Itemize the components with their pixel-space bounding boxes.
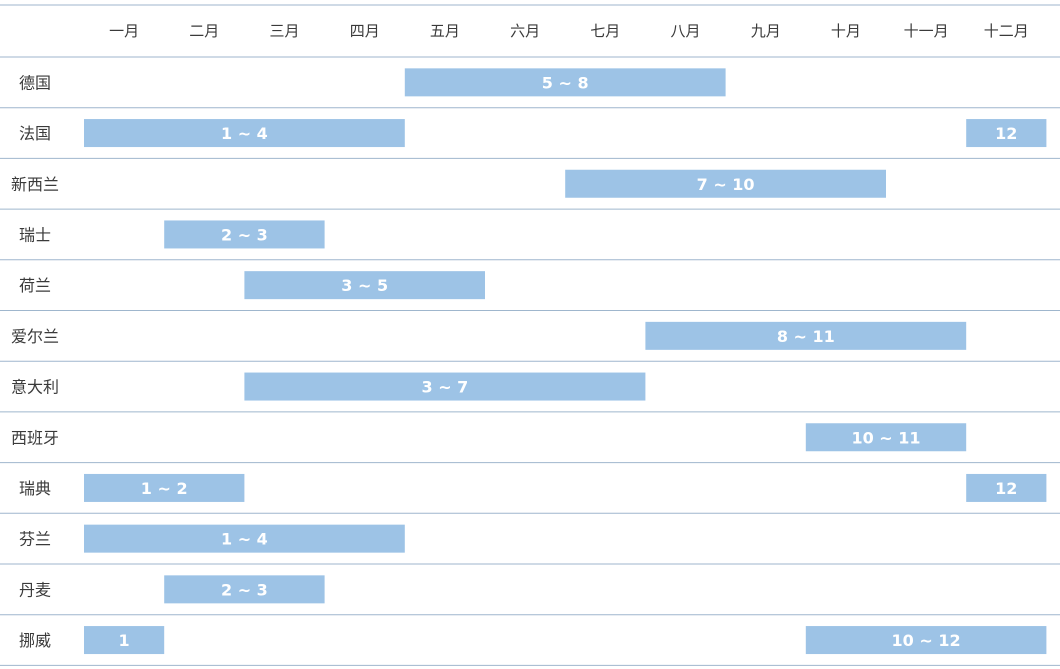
range-bar-label: 2 ~ 3 (221, 580, 268, 599)
country-label: 瑞典 (19, 479, 51, 498)
range-bar-label: 10 ~ 12 (892, 631, 961, 650)
range-bar-label: 3 ~ 5 (341, 276, 388, 295)
range-bar (966, 473, 1047, 502)
country-label: 荷兰 (19, 276, 51, 295)
range-bar (805, 626, 1047, 655)
range-bar-label: 1 ~ 4 (221, 530, 268, 549)
range-bar (966, 119, 1047, 148)
country-label: 挪威 (19, 631, 51, 650)
range-bar-label: 12 (995, 479, 1017, 498)
country-label: 爱尔兰 (11, 327, 59, 346)
country-label: 意大利 (11, 378, 59, 397)
range-bar (404, 68, 726, 97)
range-bar (565, 169, 886, 198)
month-label: 四月 (350, 22, 380, 40)
month-label: 九月 (751, 22, 781, 40)
bars: 5 ~ 8 1 ~ 4 12 7 ~ 10 2 ~ 3 3 ~ 5 8 ~ 11 3 ~ 7 1… (84, 68, 1047, 655)
month-label: 二月 (189, 22, 219, 40)
range-bar (84, 473, 245, 502)
range-bar-label: 10 ~ 11 (851, 428, 920, 447)
month-label: 十月 (831, 22, 861, 40)
country-label: 新西兰 (11, 175, 59, 194)
range-bar (645, 321, 967, 350)
range-bar (805, 423, 967, 452)
country-label: 瑞士 (19, 225, 51, 244)
month-label: 三月 (269, 22, 299, 40)
country-label: 法国 (19, 124, 51, 143)
country-label: 西班牙 (11, 428, 59, 447)
country-label: 德国 (19, 73, 51, 92)
month-header: 一月 二月 三月 四月 五月 六月 七月 八月 九月 十月 十一月 十二月 (109, 22, 1029, 40)
range-bar (84, 524, 405, 553)
country-label: 芬兰 (19, 530, 51, 549)
range-bar-label: 2 ~ 3 (221, 225, 268, 244)
month-label: 六月 (510, 22, 540, 40)
range-bar (164, 220, 325, 249)
month-label: 一月 (109, 22, 139, 40)
range-bar (244, 271, 485, 300)
range-bar-label: 8 ~ 11 (777, 327, 835, 346)
range-bar-label: 1 (119, 631, 130, 650)
range-bar (84, 626, 165, 655)
range-bar (164, 575, 325, 604)
month-label: 十二月 (984, 22, 1029, 40)
range-bar-label: 12 (995, 124, 1017, 143)
range-bar-label: 1 ~ 4 (221, 124, 268, 143)
month-label: 十一月 (904, 22, 949, 40)
grid-lines (0, 4, 1060, 666)
range-bar-label: 7 ~ 10 (697, 175, 755, 194)
range-bar-label: 1 ~ 2 (141, 479, 188, 498)
range-bar (244, 372, 646, 401)
range-bar (84, 119, 405, 148)
range-bar-label: 3 ~ 7 (421, 378, 468, 397)
month-label: 八月 (670, 22, 700, 40)
month-label: 七月 (590, 22, 620, 40)
month-label: 五月 (430, 22, 460, 40)
country-label: 丹麦 (19, 580, 51, 599)
range-bar-label: 5 ~ 8 (542, 73, 589, 92)
